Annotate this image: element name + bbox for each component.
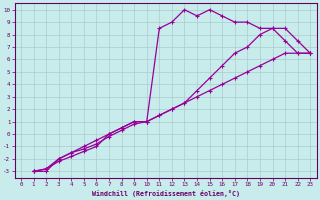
X-axis label: Windchill (Refroidissement éolien,°C): Windchill (Refroidissement éolien,°C) — [92, 190, 240, 197]
